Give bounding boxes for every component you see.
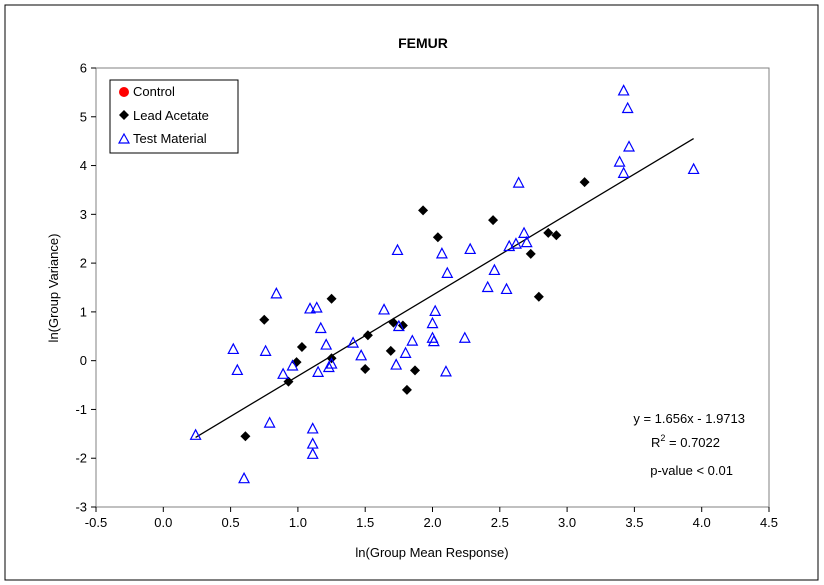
y-tick-label: 2 bbox=[80, 256, 87, 271]
x-tick-label: 4.5 bbox=[760, 515, 778, 530]
legend-label-control: Control bbox=[133, 84, 175, 99]
x-tick-label: 1.5 bbox=[356, 515, 374, 530]
legend-marker-control bbox=[119, 87, 129, 97]
x-tick-label: 3.0 bbox=[558, 515, 576, 530]
y-tick-label: -3 bbox=[75, 500, 87, 515]
y-tick-label: 6 bbox=[80, 61, 87, 76]
y-tick-label: -2 bbox=[75, 451, 87, 466]
y-tick-label: 0 bbox=[80, 353, 87, 368]
regression-equation: y = 1.656x - 1.9713 bbox=[633, 411, 745, 426]
legend: Control Lead Acetate Test Material bbox=[110, 80, 238, 153]
x-axis-label: ln(Group Mean Response) bbox=[355, 545, 508, 560]
x-tick-label: 3.5 bbox=[625, 515, 643, 530]
chart-title: FEMUR bbox=[398, 35, 448, 51]
x-tick-label: 4.0 bbox=[693, 515, 711, 530]
legend-label-lead-acetate: Lead Acetate bbox=[133, 108, 209, 123]
x-tick-label: 2.5 bbox=[491, 515, 509, 530]
r-squared-value: = 0.7022 bbox=[665, 435, 720, 450]
x-tick-label: 2.0 bbox=[423, 515, 441, 530]
x-tick-label: 0.0 bbox=[154, 515, 172, 530]
y-axis-label: ln(Group Variance) bbox=[46, 234, 61, 343]
y-tick-label: 4 bbox=[80, 158, 87, 173]
x-tick-label: -0.5 bbox=[85, 515, 107, 530]
p-value: p-value < 0.01 bbox=[650, 463, 733, 478]
x-tick-label: 1.0 bbox=[289, 515, 307, 530]
y-tick-label: 3 bbox=[80, 207, 87, 222]
y-tick-label: 5 bbox=[80, 109, 87, 124]
x-tick-label: 0.5 bbox=[222, 515, 240, 530]
legend-label-test-material: Test Material bbox=[133, 131, 207, 146]
y-tick-label: -1 bbox=[75, 402, 87, 417]
y-tick-label: 1 bbox=[80, 304, 87, 319]
r-squared-label: R bbox=[651, 435, 660, 450]
